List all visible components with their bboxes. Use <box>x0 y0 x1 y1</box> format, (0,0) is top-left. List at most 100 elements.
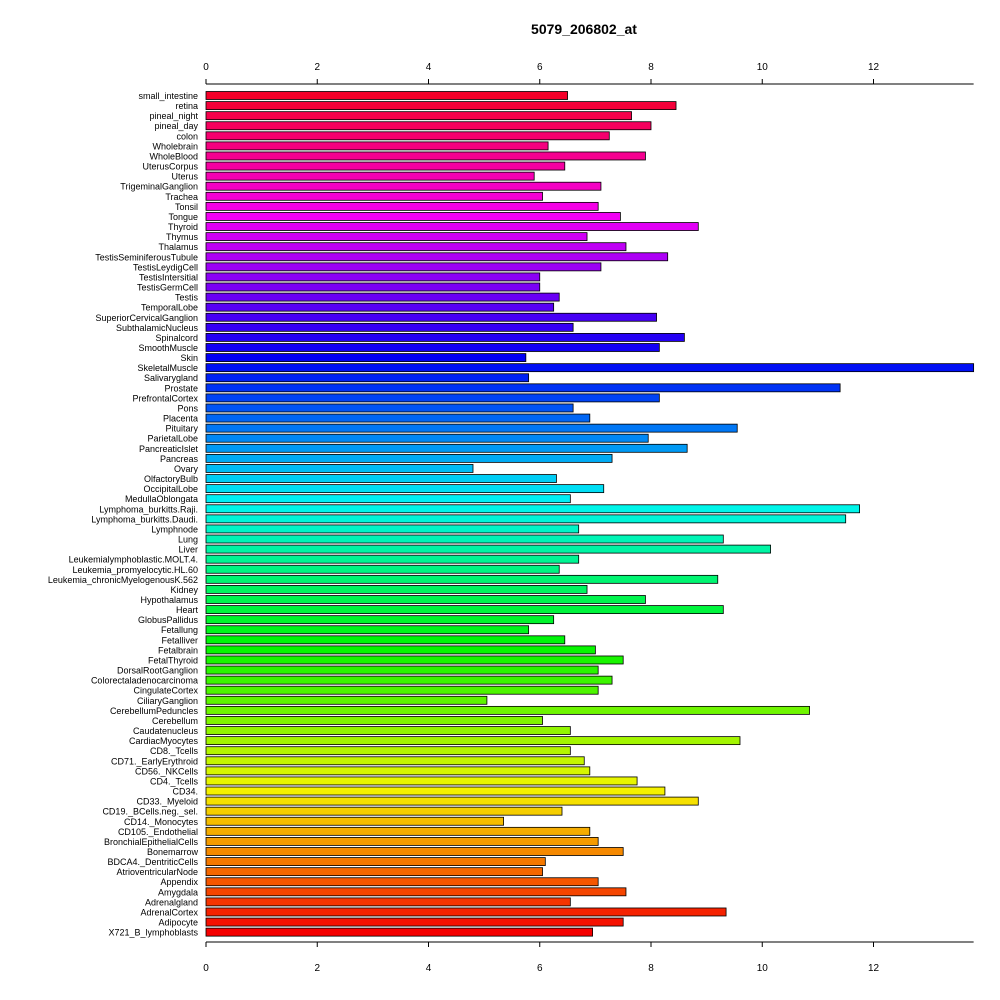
bar-64 <box>205 736 741 746</box>
category-label-10: Trachea <box>165 192 198 202</box>
top-x-tick-label: 6 <box>537 62 543 73</box>
category-label-62: Cerebellum <box>152 716 198 726</box>
bottom-x-tick-label: 8 <box>648 963 654 974</box>
bar-69 <box>205 786 666 796</box>
bar-79 <box>205 887 627 897</box>
category-label-33: Pituitary <box>165 424 198 434</box>
category-label-60: CiliaryGanglion <box>137 696 198 706</box>
bar-25 <box>205 343 660 352</box>
bar-42 <box>205 514 847 524</box>
bar-43 <box>205 524 580 534</box>
bar-16 <box>205 252 669 262</box>
bar-7 <box>205 161 566 171</box>
bar-32 <box>205 413 591 423</box>
bar-74 <box>205 837 599 846</box>
category-label-75: Bonemarrow <box>147 847 199 857</box>
category-label-6: WholeBlood <box>149 151 198 161</box>
bar-49 <box>205 585 588 594</box>
bar-9 <box>205 181 602 191</box>
bottom-x-tick-label: 6 <box>537 963 543 974</box>
bar-41 <box>205 504 860 514</box>
category-label-12: Tongue <box>168 212 198 222</box>
top-x-tick-label: 12 <box>868 62 880 73</box>
bar-33 <box>205 423 738 433</box>
category-label-23: SubthalamicNucleus <box>116 323 199 333</box>
bottom-x-tick-label: 4 <box>426 963 432 974</box>
category-label-5: Wholebrain <box>152 141 198 151</box>
category-label-52: GlobusPallidus <box>138 615 199 625</box>
category-label-24: Spinalcord <box>155 333 198 343</box>
bar-45 <box>205 544 771 554</box>
category-label-40: MedullaOblongata <box>125 494 198 504</box>
category-label-58: Colorectaladenocarcinoma <box>91 676 198 686</box>
top-x-tick-label: 8 <box>648 62 654 73</box>
bar-83 <box>205 927 593 937</box>
bars-group <box>205 91 975 937</box>
category-label-73: CD105._Endothelial <box>118 827 198 837</box>
category-label-56: FetalThyroid <box>148 655 198 665</box>
bar-19 <box>205 282 541 292</box>
bar-77 <box>205 867 543 877</box>
category-label-49: Kidney <box>170 585 198 595</box>
bar-13 <box>205 222 699 231</box>
bar-67 <box>205 766 591 776</box>
category-label-61: CerebellumPeduncles <box>110 706 199 716</box>
category-label-83: X721_B_lymphoblasts <box>108 928 198 938</box>
bar-78 <box>205 877 599 887</box>
bar-15 <box>205 242 627 252</box>
category-label-77: AtrioventricularNode <box>116 867 198 877</box>
category-label-54: Fetalliver <box>161 635 198 645</box>
bar-8 <box>205 171 535 181</box>
bar-35 <box>205 443 688 453</box>
category-label-3: pineal_day <box>154 121 198 131</box>
category-label-1: retina <box>175 101 198 111</box>
bar-76 <box>205 857 546 866</box>
bar-47 <box>205 564 560 574</box>
category-label-72: CD14._Monocytes <box>124 817 199 827</box>
bar-14 <box>205 232 588 242</box>
bottom-x-tick-label: 2 <box>314 963 320 974</box>
category-label-20: Testis <box>175 293 199 303</box>
category-label-76: BDCA4._DentriticCells <box>107 857 198 867</box>
category-label-82: Adipocyte <box>158 918 198 928</box>
bar-60 <box>205 695 488 705</box>
category-label-63: Caudatenucleus <box>133 726 199 736</box>
category-label-65: CD8._Tcells <box>150 746 199 756</box>
category-label-74: BronchialEpithelialCells <box>104 837 199 847</box>
bar-72 <box>205 816 504 826</box>
bar-65 <box>205 746 571 756</box>
category-label-31: Pons <box>177 403 198 413</box>
top-x-tick-label: 2 <box>314 62 320 73</box>
bar-4 <box>205 131 610 141</box>
bottom-x-tick-label: 0 <box>203 963 209 974</box>
category-label-50: Hypothalamus <box>140 595 198 605</box>
category-label-70: CD33._Myeloid <box>136 797 198 807</box>
bar-63 <box>205 726 571 735</box>
category-label-11: Tonsil <box>175 202 198 212</box>
bar-46 <box>205 554 580 564</box>
bar-50 <box>205 595 646 604</box>
top-x-axis: 0 2 4 6 8 10 12 <box>203 62 974 85</box>
category-label-42: Lymphoma_burkitts.Daudi. <box>91 514 198 524</box>
category-label-4: colon <box>176 131 198 141</box>
category-label-18: TestisIntersitial <box>139 272 198 282</box>
category-label-28: Salivarygland <box>144 373 198 383</box>
bar-34 <box>205 433 649 443</box>
bar-59 <box>205 685 599 695</box>
bar-80 <box>205 897 571 907</box>
bar-12 <box>205 212 621 221</box>
category-label-32: Placenta <box>163 414 198 424</box>
bar-22 <box>205 312 657 322</box>
category-label-38: OlfactoryBulb <box>144 474 198 484</box>
category-label-0: small_intestine <box>138 91 198 101</box>
bar-30 <box>205 393 660 403</box>
bar-70 <box>205 796 699 806</box>
category-label-71: CD19._BCells.neg._sel. <box>102 807 198 817</box>
bar-24 <box>205 333 685 342</box>
bottom-x-tick-label: 10 <box>757 963 769 974</box>
category-label-55: Fetalbrain <box>158 645 198 655</box>
bar-57 <box>205 665 599 675</box>
category-label-81: AdrenalCortex <box>140 907 198 917</box>
category-label-66: CD71._EarlyErythroid <box>111 756 198 766</box>
